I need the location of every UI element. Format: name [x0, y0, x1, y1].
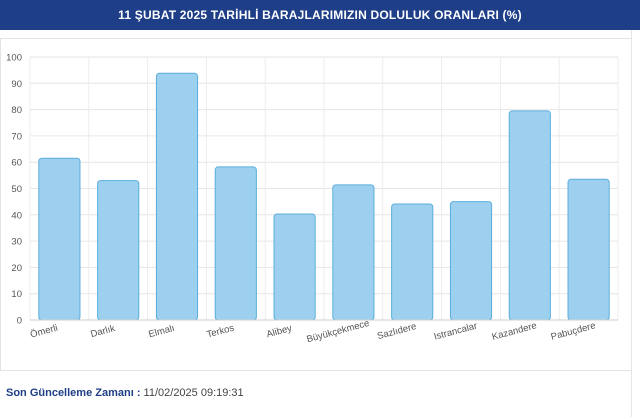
y-tick-label: 80	[11, 105, 22, 116]
bar-chart: 0 10 20 30 40 50 60 70 80 90 100 Ömerli Darlık Elmalı…	[6, 53, 619, 345]
y-tick-label: 90	[11, 79, 22, 90]
y-tick-label: 60	[11, 158, 22, 169]
x-tick-label: Darlık	[89, 323, 116, 340]
y-tick-label: 100	[6, 53, 22, 64]
last-update-value: 11/02/2025 09:19:31	[143, 387, 244, 399]
bar	[508, 110, 551, 321]
y-tick-label: 70	[11, 131, 22, 142]
last-update-label: Son Güncelleme Zamanı :	[6, 387, 141, 399]
chart-panel	[0, 38, 632, 371]
chart-area: 0 10 20 30 40 50 60 70 80 90 100 Ömerli Darlık Elmalı…	[0, 38, 640, 371]
bar	[332, 184, 375, 321]
panel-divider	[631, 30, 632, 417]
bar	[155, 72, 199, 321]
x-tick-label: Büyükçekmece	[306, 318, 371, 345]
bar	[214, 166, 257, 321]
bar	[273, 213, 316, 321]
x-tick-label: Terkos	[206, 323, 236, 341]
y-tick-label: 30	[11, 237, 22, 248]
x-tick-label: Kazandere	[491, 320, 538, 343]
x-tick-label: Elmalı	[147, 323, 175, 340]
y-tick-label: 20	[11, 263, 22, 274]
x-tick-label: Sazlıdere	[376, 321, 418, 342]
y-tick-label: 0	[17, 316, 22, 327]
x-tick-label: Alibey	[265, 323, 293, 340]
y-tick-label: 40	[11, 210, 22, 221]
bar	[449, 201, 493, 321]
chart-title: 11 ŞUBAT 2025 TARİHLİ BARAJLARIMIZIN DOL…	[118, 8, 522, 22]
x-tick-label: Pabuçdere	[550, 320, 597, 343]
last-update: Son Güncelleme Zamanı : 11/02/2025 09:19…	[6, 387, 244, 399]
bar	[391, 203, 434, 321]
bar	[38, 157, 81, 321]
bar	[567, 178, 610, 321]
y-tick-label: 10	[11, 289, 22, 300]
bar	[97, 180, 140, 321]
chart-title-bar: 11 ŞUBAT 2025 TARİHLİ BARAJLARIMIZIN DOL…	[0, 0, 640, 30]
x-tick-label: Ömerli	[29, 323, 59, 341]
x-tick-label: Istrancalar	[433, 321, 479, 343]
y-tick-label: 50	[11, 184, 22, 195]
